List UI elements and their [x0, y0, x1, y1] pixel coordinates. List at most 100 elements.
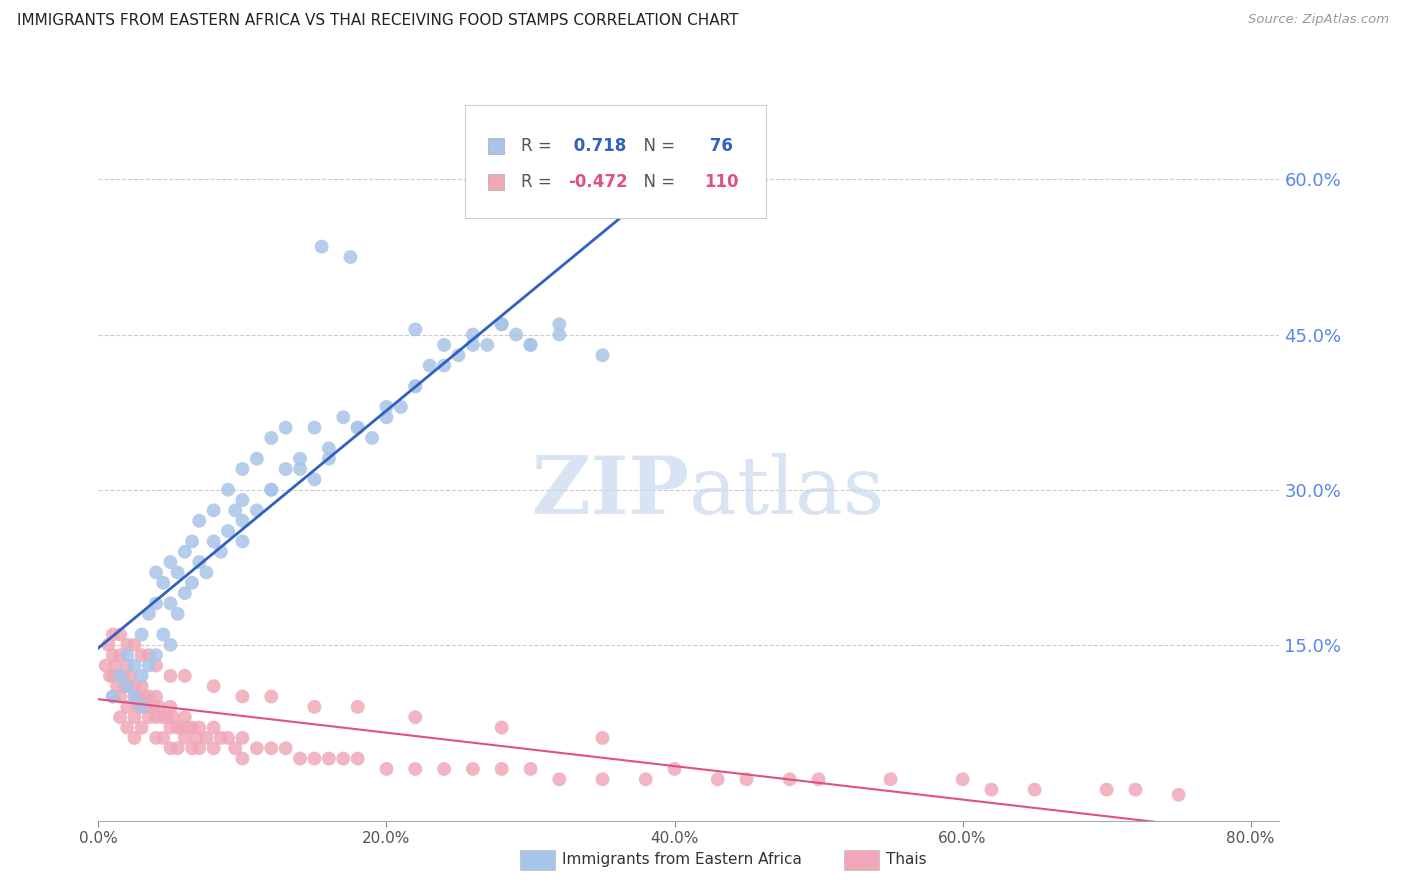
Point [246, 503, 269, 517]
Point [274, 741, 297, 756]
Point [124, 731, 146, 745]
Point [156, 710, 179, 724]
Point [138, 607, 160, 621]
Point [108, 669, 131, 683]
Point [131, 679, 153, 693]
Point [491, 317, 513, 331]
Point [735, 772, 758, 787]
Point [98, 669, 121, 683]
Point [115, 658, 138, 673]
Point [375, 400, 398, 414]
Point [159, 741, 181, 756]
Point [879, 772, 901, 787]
Text: IMMIGRANTS FROM EASTERN AFRICA VS THAI RECEIVING FOOD STAMPS CORRELATION CHART: IMMIGRANTS FROM EASTERN AFRICA VS THAI R… [17, 13, 738, 29]
Point [548, 327, 571, 342]
Point [304, 751, 326, 765]
Point [101, 669, 124, 683]
Point [101, 648, 124, 662]
Point [952, 772, 974, 787]
Point [491, 762, 513, 776]
Point [505, 327, 527, 342]
Point [202, 741, 225, 756]
Text: R =: R = [522, 137, 557, 155]
Point [152, 710, 174, 724]
Point [173, 545, 195, 559]
Point [375, 410, 398, 425]
Point [104, 658, 127, 673]
Point [115, 679, 138, 693]
Point [97, 638, 120, 652]
Point [195, 731, 218, 745]
Point [120, 669, 142, 683]
Point [217, 483, 239, 497]
Point [202, 503, 225, 517]
Point [231, 514, 253, 528]
Point [304, 699, 326, 714]
Point [124, 638, 146, 652]
Point [491, 721, 513, 735]
Point [260, 741, 283, 756]
Text: atlas: atlas [689, 453, 884, 532]
Point [131, 669, 153, 683]
Point [217, 524, 239, 538]
Point [548, 772, 571, 787]
Point [260, 690, 283, 704]
Point [592, 731, 614, 745]
Point [115, 699, 138, 714]
Point [101, 627, 124, 641]
Point [111, 669, 134, 683]
Point [260, 431, 283, 445]
Point [260, 483, 283, 497]
Point [779, 772, 801, 787]
Point [389, 400, 412, 414]
Point [188, 514, 211, 528]
Point [173, 731, 195, 745]
Point [131, 721, 153, 735]
Point [447, 348, 470, 362]
FancyBboxPatch shape [488, 138, 503, 154]
Point [152, 575, 174, 590]
Point [1125, 782, 1147, 797]
Point [145, 710, 167, 724]
Point [177, 721, 200, 735]
Point [145, 566, 167, 580]
Point [404, 710, 426, 724]
Point [246, 741, 269, 756]
Point [108, 627, 131, 641]
Point [173, 710, 195, 724]
Point [162, 710, 184, 724]
Point [195, 566, 218, 580]
Point [145, 731, 167, 745]
Point [159, 669, 181, 683]
Point [361, 431, 384, 445]
Point [159, 721, 181, 735]
Point [339, 250, 361, 264]
Point [181, 741, 204, 756]
Point [108, 669, 131, 683]
Point [202, 721, 225, 735]
Point [170, 721, 193, 735]
Point [138, 658, 160, 673]
Point [346, 420, 368, 434]
FancyBboxPatch shape [488, 174, 503, 190]
Point [101, 690, 124, 704]
Point [188, 555, 211, 569]
Point [145, 658, 167, 673]
Point [166, 721, 188, 735]
Point [519, 762, 541, 776]
Point [138, 690, 160, 704]
Point [318, 751, 340, 765]
Point [181, 575, 204, 590]
Point [115, 648, 138, 662]
Point [159, 555, 181, 569]
Point [346, 699, 368, 714]
Point [246, 451, 269, 466]
Point [105, 679, 128, 693]
Point [634, 772, 657, 787]
Point [231, 690, 253, 704]
Point [152, 627, 174, 641]
Text: Source: ZipAtlas.com: Source: ZipAtlas.com [1249, 13, 1389, 27]
Point [231, 462, 253, 476]
Point [131, 627, 153, 641]
Point [311, 240, 333, 254]
